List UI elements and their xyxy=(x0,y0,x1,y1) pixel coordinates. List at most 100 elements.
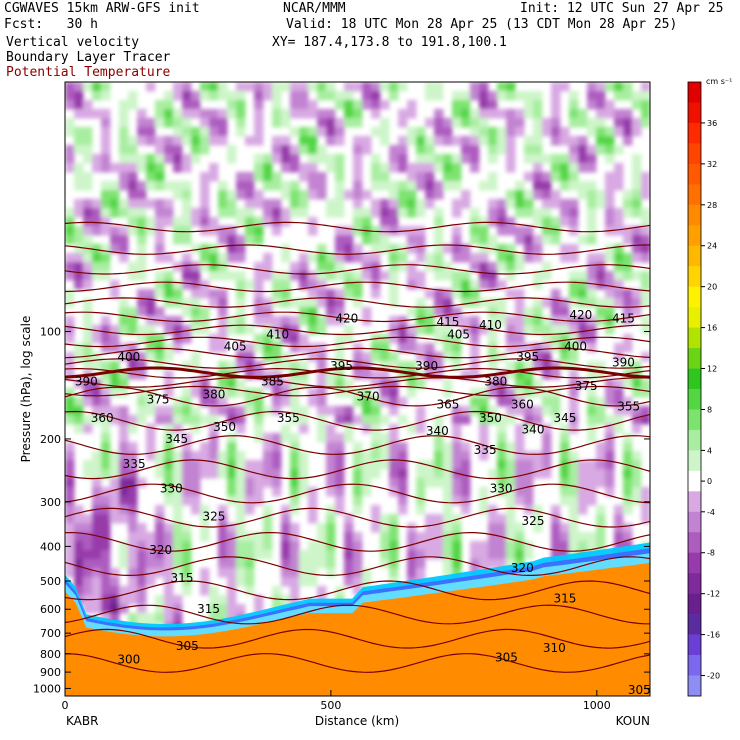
w-cell xyxy=(119,208,129,218)
w-cell xyxy=(281,514,291,524)
w-cell xyxy=(74,280,84,290)
w-cell xyxy=(641,82,650,92)
w-cell xyxy=(137,586,147,596)
w-cell xyxy=(389,190,399,200)
w-cell xyxy=(632,289,642,299)
w-cell xyxy=(92,406,102,416)
w-cell xyxy=(533,514,543,524)
w-cell xyxy=(317,172,327,182)
w-cell xyxy=(344,190,354,200)
w-cell xyxy=(452,289,462,299)
w-cell xyxy=(83,343,93,353)
w-cell xyxy=(578,316,588,326)
w-cell xyxy=(344,433,354,443)
w-cell xyxy=(371,406,381,416)
w-cell xyxy=(137,118,147,128)
w-cell xyxy=(344,271,354,281)
w-cell xyxy=(470,397,480,407)
w-cell xyxy=(461,505,471,515)
colorbar-swatch xyxy=(688,491,701,513)
w-cell xyxy=(407,172,417,182)
w-cell xyxy=(641,379,650,389)
w-cell xyxy=(560,325,570,335)
w-cell xyxy=(407,163,417,173)
w-cell xyxy=(200,325,210,335)
w-cell xyxy=(335,298,345,308)
w-cell xyxy=(470,343,480,353)
w-cell xyxy=(470,217,480,227)
w-cell xyxy=(101,460,111,470)
w-cell xyxy=(479,91,489,101)
w-cell xyxy=(182,163,192,173)
w-cell xyxy=(254,199,264,209)
w-cell xyxy=(101,163,111,173)
w-cell xyxy=(218,181,228,191)
w-cell xyxy=(65,154,75,164)
w-cell xyxy=(272,208,282,218)
w-cell xyxy=(596,136,606,146)
w-cell xyxy=(488,343,498,353)
w-cell xyxy=(272,586,282,596)
w-cell xyxy=(623,226,633,236)
w-cell xyxy=(74,271,84,281)
w-cell xyxy=(65,469,75,479)
w-cell xyxy=(443,469,453,479)
w-cell xyxy=(596,145,606,155)
w-cell xyxy=(119,163,129,173)
w-cell xyxy=(560,352,570,362)
colorbar-swatch xyxy=(688,143,701,165)
w-cell xyxy=(362,388,372,398)
w-cell xyxy=(542,262,552,272)
colorbar-swatch xyxy=(688,348,701,369)
w-cell xyxy=(290,460,300,470)
w-cell xyxy=(542,334,552,344)
w-cell xyxy=(335,505,345,515)
w-cell xyxy=(155,163,165,173)
w-cell xyxy=(317,118,327,128)
w-cell xyxy=(101,424,111,434)
w-cell xyxy=(614,379,624,389)
w-cell xyxy=(326,532,336,542)
w-cell xyxy=(101,586,111,596)
w-cell xyxy=(74,577,84,587)
w-cell xyxy=(497,415,507,425)
w-cell xyxy=(146,577,156,587)
w-cell xyxy=(191,496,201,506)
w-cell xyxy=(542,343,552,353)
w-cell xyxy=(479,181,489,191)
w-cell xyxy=(281,532,291,542)
w-cell xyxy=(65,370,75,380)
w-cell xyxy=(479,325,489,335)
w-cell xyxy=(110,568,120,578)
w-cell xyxy=(551,361,561,371)
w-cell xyxy=(452,541,462,551)
w-cell xyxy=(416,568,426,578)
w-cell xyxy=(164,388,174,398)
w-cell xyxy=(236,406,246,416)
w-cell xyxy=(380,559,390,569)
w-cell xyxy=(371,397,381,407)
w-cell xyxy=(191,379,201,389)
w-cell xyxy=(263,91,273,101)
w-cell xyxy=(533,118,543,128)
w-cell xyxy=(164,379,174,389)
w-cell xyxy=(434,118,444,128)
w-cell xyxy=(506,190,516,200)
w-cell xyxy=(83,514,93,524)
w-cell xyxy=(506,271,516,281)
w-cell xyxy=(641,109,650,119)
w-cell xyxy=(614,388,624,398)
w-cell xyxy=(191,505,201,515)
w-cell xyxy=(515,370,525,380)
theta-label: 375 xyxy=(147,392,170,406)
w-cell xyxy=(101,406,111,416)
theta-label: 395 xyxy=(330,359,353,373)
w-cell xyxy=(524,199,534,209)
w-cell xyxy=(263,82,273,92)
w-cell xyxy=(65,352,75,362)
w-cell xyxy=(128,523,138,533)
w-cell xyxy=(443,379,453,389)
colorbar-tick-label: -4 xyxy=(707,508,715,517)
w-cell xyxy=(533,109,543,119)
w-cell xyxy=(560,487,570,497)
